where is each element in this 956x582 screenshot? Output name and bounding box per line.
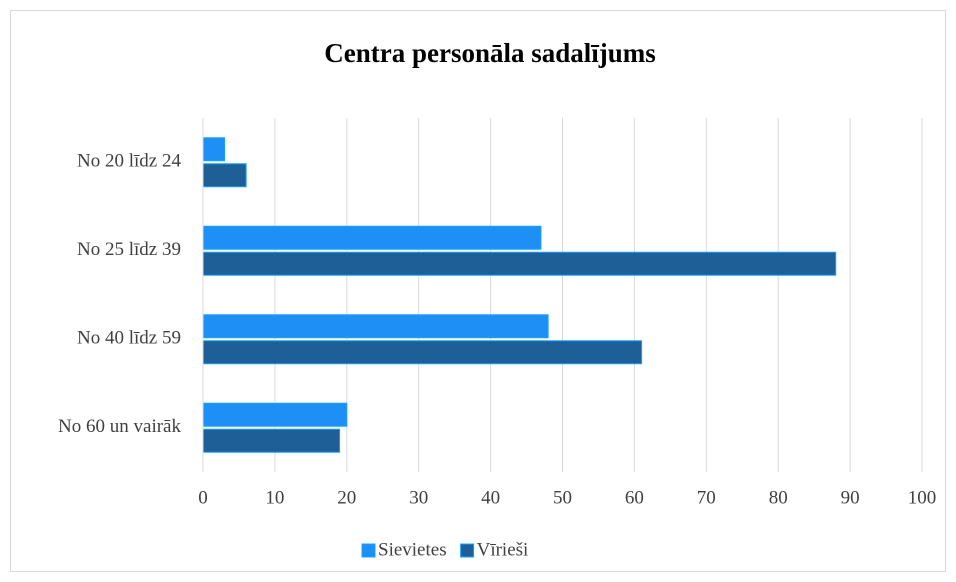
bar (202, 340, 643, 365)
x-tick-label: 20 (337, 487, 356, 508)
legend-label: Vīrieši (477, 539, 529, 560)
legend-swatch (460, 543, 475, 558)
bar (202, 163, 247, 188)
bar (202, 314, 549, 339)
x-tick-label: 100 (908, 487, 937, 508)
legend-label: Sievietes (378, 539, 447, 560)
bar (202, 137, 226, 162)
y-tick-label: No 40 līdz 59 (77, 328, 181, 349)
chart-border (10, 10, 946, 572)
x-tick-label: 30 (409, 487, 428, 508)
bar (202, 225, 542, 250)
bar (202, 251, 837, 276)
legend-swatch (361, 543, 376, 558)
bar (202, 428, 341, 453)
y-tick-label: No 60 un vairāk (58, 416, 181, 437)
x-tick-label: 60 (625, 487, 644, 508)
x-tick-label: 90 (841, 487, 860, 508)
x-tick-label: 50 (553, 487, 572, 508)
bar (202, 402, 348, 427)
chart-title: Centra personāla sadalījums (324, 38, 656, 68)
y-tick-label: No 25 līdz 39 (77, 239, 181, 260)
x-tick-label: 70 (697, 487, 716, 508)
x-tick-label: 40 (481, 487, 500, 508)
x-tick-label: 80 (769, 487, 788, 508)
x-tick-label: 0 (198, 487, 208, 508)
y-tick-label: No 20 līdz 24 (77, 151, 181, 172)
x-tick-label: 10 (265, 487, 284, 508)
